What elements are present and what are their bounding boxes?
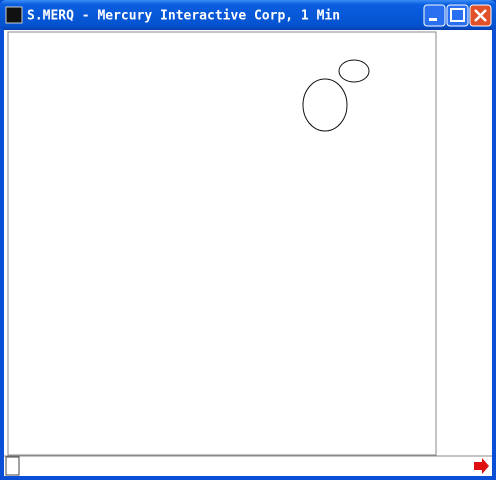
plot-area	[7, 31, 437, 456]
maximize-icon	[450, 8, 465, 22]
scroll-arrow[interactable]	[474, 458, 489, 474]
minimize-button[interactable]	[423, 4, 446, 27]
ellipse-drawing	[338, 59, 370, 83]
close-icon	[474, 9, 487, 22]
window-title: S.MERQ - Mercury Interactive Corp, 1 Min	[27, 9, 340, 24]
ellipse-drawing	[302, 78, 348, 132]
scroll-box[interactable]	[5, 456, 20, 476]
app-icon	[5, 6, 23, 24]
minimize-icon	[429, 18, 437, 21]
title-bar	[0, 0, 496, 30]
